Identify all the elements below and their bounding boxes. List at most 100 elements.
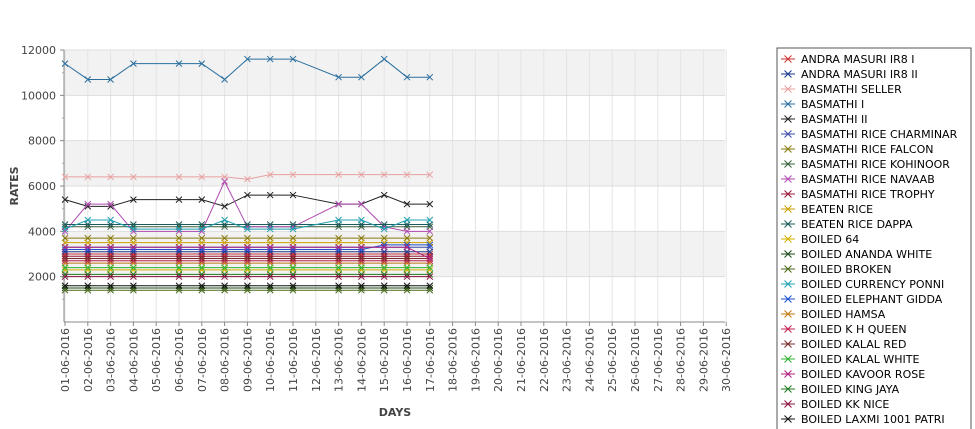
series-point — [244, 175, 251, 183]
legend-item: BASMATHI RICE FALCON — [781, 143, 934, 156]
x-tick-label: 30-06-2016 — [720, 328, 733, 392]
x-tick-label: 04-06-2016 — [127, 328, 140, 392]
series-point — [289, 273, 297, 281]
legend-item: BOILED BROKEN — [781, 263, 892, 276]
x-tick-label: 25-06-2016 — [606, 328, 619, 392]
series-point — [175, 282, 183, 290]
y-tick-label: 12000 — [21, 44, 56, 57]
series-point — [107, 243, 114, 251]
series-point — [784, 190, 792, 198]
series-point — [175, 243, 183, 251]
series-point — [221, 243, 228, 251]
legend-label: BASMATHI I — [801, 98, 864, 111]
series-point — [784, 115, 792, 123]
y-tick-label: 4000 — [28, 225, 56, 238]
series-point — [84, 216, 92, 224]
x-tick-label: 11-06-2016 — [287, 328, 300, 392]
legend-label: BOILED CURRENCY PONNI — [801, 278, 944, 291]
series-point — [358, 73, 365, 81]
series-point — [289, 191, 297, 199]
x-tick-label: 07-06-2016 — [196, 328, 209, 392]
series-point — [380, 243, 388, 251]
x-tick-label: 26-06-2016 — [629, 328, 642, 392]
series-point — [244, 191, 251, 199]
series-point — [380, 273, 388, 281]
series-point — [107, 173, 114, 181]
x-tick-label: 05-06-2016 — [150, 328, 163, 392]
series-point — [244, 243, 251, 251]
series-point — [403, 255, 411, 262]
legend-label: BOILED ANANDA WHITE — [801, 248, 932, 261]
series-point — [130, 264, 137, 271]
series-point — [426, 241, 434, 249]
legend-label: BOILED KALAL RED — [801, 338, 906, 351]
x-tick-label: 21-06-2016 — [515, 328, 528, 392]
series-point — [335, 73, 342, 81]
legend-label: BOILED BROKEN — [801, 263, 892, 276]
series-point — [784, 175, 792, 183]
series-point — [130, 173, 137, 181]
series-point — [380, 255, 388, 262]
series-point — [426, 264, 434, 271]
x-tick-label: 13-06-2016 — [333, 328, 346, 392]
series-point — [289, 264, 297, 271]
series-point — [784, 295, 792, 303]
series-point — [403, 227, 411, 235]
series-point — [784, 325, 792, 333]
x-tick-label: 16-06-2016 — [401, 328, 414, 392]
series-point — [84, 273, 92, 281]
y-axis: 2000 4000 6000 8000 10000 12000 — [21, 44, 65, 322]
x-tick-label: 08-06-2016 — [219, 328, 232, 392]
legend: ANDRA MASURI IR8 I ANDRA MASURI IR8 II BAS… — [776, 47, 972, 429]
series-point — [175, 225, 183, 233]
series-point — [403, 171, 411, 179]
plot-background — [64, 50, 725, 322]
series-point — [784, 340, 792, 348]
series-point — [784, 145, 792, 153]
series-point — [289, 282, 297, 290]
series-point — [380, 191, 388, 199]
series-point — [289, 55, 297, 63]
series-point — [784, 85, 792, 93]
x-tick-label: 22-06-2016 — [538, 328, 551, 392]
series-point — [784, 355, 792, 363]
series-point — [426, 216, 434, 224]
legend-label: BASMATHI RICE NAVAAB — [801, 173, 935, 186]
series-point — [426, 171, 434, 179]
series-point — [335, 171, 342, 179]
series-point — [175, 255, 183, 262]
series-point — [426, 200, 434, 208]
series-point — [61, 273, 69, 281]
series-point — [784, 160, 792, 168]
series-point — [289, 225, 297, 233]
legend-label: BOILED LAXMI 1001 PATRI — [801, 413, 945, 426]
series-point — [784, 415, 792, 423]
series-point — [403, 73, 411, 81]
series-point — [784, 130, 792, 138]
series-point — [175, 273, 183, 281]
series-point — [380, 171, 388, 179]
series-point — [403, 282, 411, 290]
legend-item: BEATEN RICE — [781, 203, 873, 216]
legend-label: BASMATHI RICE CHARMINAR — [801, 128, 958, 141]
series-point — [221, 255, 228, 262]
series-point — [784, 280, 792, 288]
legend-label: BOILED KAVOOR ROSE — [801, 368, 925, 381]
series-point — [84, 243, 92, 251]
legend-item: BOILED KK NICE — [781, 398, 889, 411]
series-point — [403, 264, 411, 271]
series-point — [426, 273, 434, 281]
legend-label: BASMATHI RICE TROPHY — [801, 188, 935, 201]
series-point — [244, 255, 251, 262]
legend-item: BOILED LAXMI 1001 PATRI — [781, 413, 945, 426]
series-point — [198, 264, 206, 271]
series-point — [221, 273, 228, 281]
legend-item: BOILED KAVOOR ROSE — [781, 368, 925, 381]
legend-item: BASMATHI SELLER — [781, 83, 902, 96]
series-point — [784, 55, 792, 63]
legend-item: BOILED ELEPHANT GIDDA — [781, 293, 943, 306]
legend-label: BASMATHI RICE KOHINOOR — [801, 158, 950, 171]
x-tick-label: 14-06-2016 — [355, 328, 368, 392]
series-point — [175, 196, 183, 203]
series-point — [784, 370, 792, 378]
